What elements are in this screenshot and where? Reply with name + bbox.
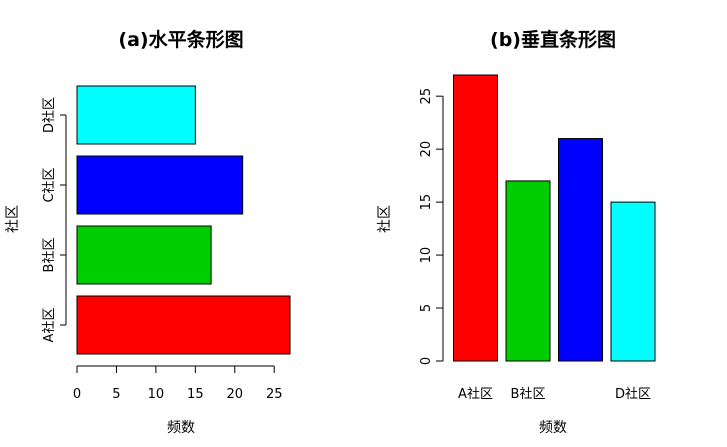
xtick-label-a-0: 0: [73, 387, 81, 402]
ytick-label-b-3: 15: [419, 194, 434, 211]
ytick-label-b-4: 20: [419, 141, 434, 158]
xtick-label-a-1: 5: [112, 387, 120, 402]
bar-a-1: [76, 225, 212, 285]
bar-b-0: [453, 74, 498, 362]
ytick-label-b-0: 0: [419, 357, 434, 365]
ytick-label-a-1: B社区: [41, 238, 57, 273]
chart-b-title: (b)垂直条形图: [490, 28, 616, 51]
ytick-label-a-0: A社区: [41, 308, 57, 343]
chart-b-ylabel: 社区: [377, 205, 393, 233]
chart-a-plot: A社区 B社区 C社区 D社区 0 5 10 15 20 25: [41, 85, 291, 402]
xtick-label-b-0: A社区: [458, 386, 493, 402]
xtick-label-a-2: 10: [148, 387, 165, 402]
chart-b-plot: A社区 B社区 D社区 0 5 10 15 20 25: [419, 74, 656, 402]
xtick-label-a-4: 20: [227, 387, 244, 402]
xtick-label-b-1: B社区: [511, 386, 546, 402]
xtick-label-a-3: 15: [187, 387, 204, 402]
chart-a-xlabel: 频数: [167, 420, 195, 436]
bar-b-3: [610, 201, 656, 362]
xtick-label-b-3: D社区: [615, 386, 651, 402]
bar-a-0: [76, 295, 291, 355]
bar-a-3: [76, 85, 196, 145]
ytick-label-b-2: 10: [419, 247, 434, 264]
chart-b-xlabel: 频数: [539, 420, 567, 436]
ytick-label-a-3: D社区: [41, 97, 57, 133]
bar-a-2: [76, 155, 244, 215]
chart-a-title: (a)水平条形图: [118, 28, 243, 51]
chart-a-ylabel: 社区: [5, 205, 21, 233]
ytick-label-b-5: 25: [419, 88, 434, 105]
ytick-label-a-2: C社区: [41, 167, 57, 202]
bar-b-2: [558, 138, 603, 362]
xtick-label-a-5: 25: [266, 387, 283, 402]
bar-b-1: [505, 180, 551, 362]
ytick-label-b-1: 5: [419, 304, 434, 312]
